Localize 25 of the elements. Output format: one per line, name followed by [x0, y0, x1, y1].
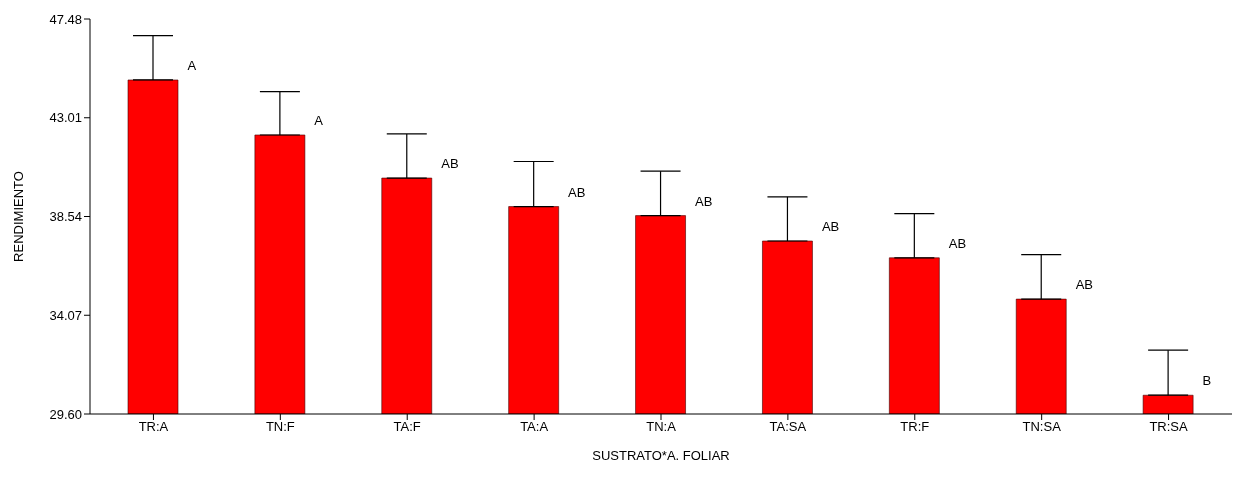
x-axis-title: SUSTRATO*A. FOLIAR [592, 448, 730, 463]
x-tick-label: TR:SA [1149, 419, 1189, 435]
annotation: A [314, 112, 324, 128]
annotation: AB [695, 193, 713, 209]
y-tick-label: 43.01 [49, 110, 82, 126]
x-tick-label: TN:SA [1022, 419, 1062, 435]
annotation: AB [821, 219, 840, 235]
y-tick-label: 29.60 [49, 406, 82, 422]
annotation: AB [948, 235, 967, 251]
x-tick-label: TR:F [900, 419, 930, 435]
y-tick-label: 47.48 [49, 11, 82, 27]
y-tick-label: 38.54 [49, 209, 82, 225]
x-tick-label: TN:F [265, 419, 295, 435]
annotation: AB [441, 156, 459, 172]
x-tick-label: TR:A [138, 419, 169, 435]
y-axis-title: RENDIMIENTO [10, 171, 26, 262]
annotation: B [1202, 373, 1212, 389]
x-tick-label: TA:F [393, 419, 421, 435]
y-tick-label: 34.07 [49, 307, 82, 323]
x-tick-label: TA:A [520, 419, 549, 435]
x-tick-label: TN:A [646, 419, 677, 435]
x-tick-label: TA:SA [769, 419, 807, 435]
annotation: AB [1075, 277, 1094, 293]
annotation: A [187, 57, 197, 73]
annotation: AB [568, 184, 586, 200]
